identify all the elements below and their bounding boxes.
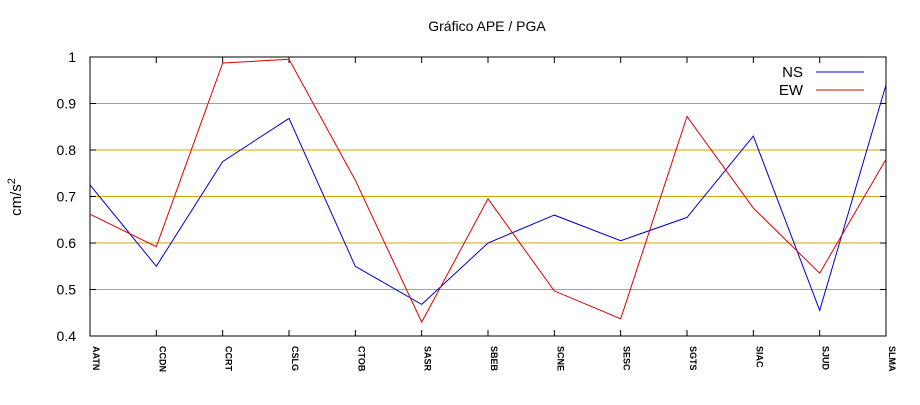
x-tick-label: SGTS (688, 346, 698, 371)
x-tick-label: SASR (423, 346, 433, 372)
series-line-ew (89, 58, 887, 324)
y-axis-label: cm/s2 (6, 178, 25, 216)
y-axis-label-unit: cm/s (8, 184, 25, 216)
y-tick-label: 0.9 (57, 96, 77, 112)
y-tick-label: 0.5 (57, 282, 77, 298)
x-tick-label: SJUD (821, 346, 831, 371)
x-tick-label: SLMA (887, 346, 897, 372)
legend-label-ns: NS (782, 64, 803, 81)
y-tick-label: 0.7 (57, 189, 77, 205)
x-axis-ticks: AATN CCDN CCRT CSLG CTOB SASR SBEB SCNE SESC SGTS… (89, 57, 897, 372)
chart-title: Gráfico APE / PGA (428, 18, 546, 34)
y-tick-label: 0.8 (57, 142, 77, 158)
y-tick-label: 0.6 (57, 235, 77, 251)
y-axis-ticks: 0.4 0.5 0.6 0.7 0.8 0.9 1 (57, 49, 886, 344)
x-tick-label: CTOB (356, 346, 366, 372)
x-tick-label: CCDN (157, 346, 167, 372)
x-tick-label: SBEB (489, 346, 499, 372)
series-lines (89, 58, 887, 324)
x-tick-label: SESC (622, 346, 632, 371)
legend-label-ew: EW (779, 82, 804, 99)
y-tick-label: 0.4 (57, 328, 77, 344)
x-tick-label: AATN (91, 346, 101, 370)
gridlines (90, 103, 886, 290)
y-axis-label-exponent: 2 (6, 178, 18, 184)
x-tick-label: CSLG (290, 346, 300, 371)
x-tick-label: CCRT (224, 346, 234, 371)
y-tick-label: 1 (68, 49, 76, 65)
x-tick-label: SCNE (555, 346, 565, 371)
series-line-ns (89, 84, 887, 312)
x-tick-label: SIAC (754, 346, 764, 368)
